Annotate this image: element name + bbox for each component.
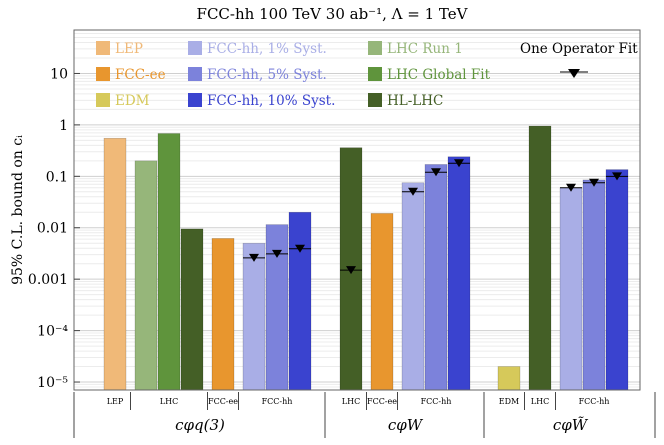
bars bbox=[103, 125, 629, 391]
bar bbox=[211, 238, 235, 391]
legend-swatch bbox=[188, 93, 202, 107]
legend-label: LHC Global Fit bbox=[387, 67, 491, 83]
subgroup-label: LHC bbox=[160, 397, 178, 406]
subgroup-label: FCC-ee bbox=[367, 397, 397, 406]
bar bbox=[103, 137, 127, 391]
legend-swatch bbox=[96, 93, 110, 107]
subgroup-label: FCC-hh bbox=[579, 397, 610, 406]
legend-label: FCC-hh, 5% Syst. bbox=[207, 67, 327, 83]
legend-label: LHC Run 1 bbox=[387, 41, 463, 57]
bar bbox=[134, 160, 158, 391]
y-tick-label: 1 bbox=[59, 118, 68, 134]
y-tick-label: 0.001 bbox=[28, 272, 68, 288]
legend-label: FCC-hh, 1% Syst. bbox=[207, 41, 327, 57]
bar bbox=[370, 213, 394, 391]
one-op-fit-marker bbox=[272, 249, 282, 258]
subgroup-label: FCC-hh bbox=[421, 397, 452, 406]
legend-swatch bbox=[96, 41, 110, 55]
legend-marker-label: One Operator Fit bbox=[520, 41, 638, 57]
legend-swatch bbox=[368, 67, 382, 81]
legend-swatch bbox=[188, 67, 202, 81]
one-op-fit-marker bbox=[346, 266, 356, 275]
operator-label: cφW̃ bbox=[553, 416, 589, 434]
legend-label: HL-LHC bbox=[387, 93, 443, 109]
bar bbox=[528, 125, 552, 391]
one-op-fit-marker bbox=[431, 168, 441, 177]
one-op-fit-marker bbox=[249, 253, 259, 262]
bar bbox=[401, 182, 425, 391]
legend-label: EDM bbox=[115, 93, 150, 109]
operator-label: cφq(3) bbox=[175, 416, 225, 434]
y-tick-label: 10⁻⁵ bbox=[37, 375, 68, 391]
bar bbox=[447, 156, 471, 391]
legend-swatch bbox=[368, 93, 382, 107]
y-axis-label: 95% C.L. bound on cᵢ bbox=[10, 135, 26, 285]
legend-swatch bbox=[188, 41, 202, 55]
subgroup-label: LHC bbox=[531, 397, 549, 406]
legend-label: FCC-ee bbox=[115, 67, 166, 83]
one-op-fit-marker bbox=[612, 172, 622, 181]
legend-label: FCC-hh, 10% Syst. bbox=[207, 93, 335, 109]
bar bbox=[180, 228, 204, 391]
legend-label: LEP bbox=[115, 41, 143, 57]
y-tick-label: 0.1 bbox=[46, 169, 68, 185]
y-tick-label: 0.01 bbox=[37, 221, 68, 237]
one-op-fit-marker bbox=[454, 159, 464, 168]
operator-label: cφW bbox=[388, 416, 424, 434]
bar bbox=[559, 187, 583, 391]
category-axis: LEP LHC FCC-ee FCC-hh LHC FCC-ee FCC-hh EDM LHC F… bbox=[73, 389, 656, 438]
subgroup-label: LHC bbox=[342, 397, 360, 406]
y-tick-label: 10⁻⁴ bbox=[37, 324, 68, 340]
subgroup-label: LEP bbox=[107, 397, 124, 406]
bar bbox=[288, 211, 312, 391]
bar bbox=[157, 133, 181, 391]
legend-swatch bbox=[368, 41, 382, 55]
legend-swatch bbox=[96, 67, 110, 81]
y-tick-label: 10 bbox=[50, 66, 68, 82]
legend: LEP FCC-ee EDM FCC-hh, 1% Syst. FCC-hh, 5% S… bbox=[96, 41, 638, 109]
bar bbox=[242, 242, 266, 391]
bar bbox=[424, 164, 448, 391]
one-op-fit-marker bbox=[589, 178, 599, 187]
bar bbox=[497, 366, 521, 391]
bar bbox=[265, 224, 289, 391]
one-op-fit-marker bbox=[566, 183, 576, 192]
one-op-fit-marker bbox=[408, 187, 418, 196]
legend-marker-triangle bbox=[568, 69, 580, 78]
subgroup-label: FCC-ee bbox=[208, 397, 238, 406]
one-op-fit-marker bbox=[295, 244, 305, 253]
subgroup-label: EDM bbox=[499, 397, 519, 406]
bar bbox=[582, 179, 606, 391]
chart-title: FCC-hh 100 TeV 30 ab⁻¹, Λ = 1 TeV bbox=[197, 5, 469, 23]
bar bbox=[605, 169, 629, 391]
subgroup-label: FCC-hh bbox=[262, 397, 293, 406]
